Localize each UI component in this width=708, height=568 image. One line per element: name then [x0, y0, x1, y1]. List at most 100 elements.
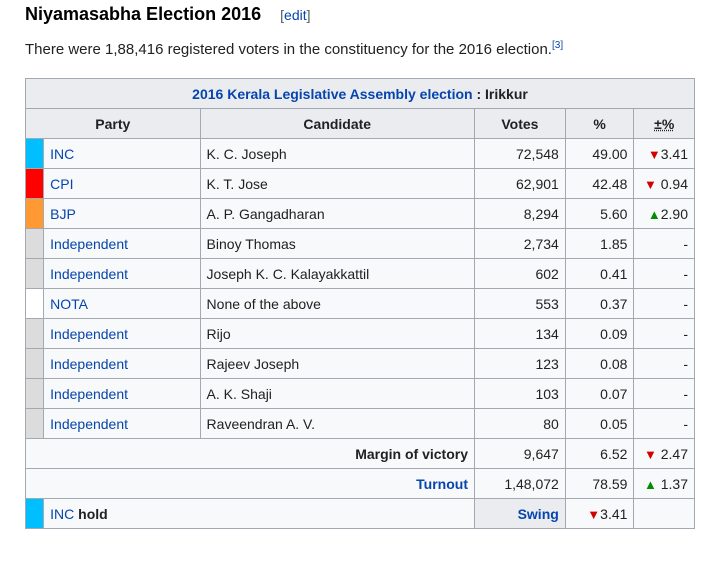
party-color-swatch — [24, 198, 45, 229]
party-link[interactable]: CPI — [50, 175, 74, 192]
margin-row: Margin of victory 9,647 6.52 ▼ 2.47 — [25, 438, 695, 469]
party-link[interactable]: Independent — [50, 325, 129, 342]
table-caption: 2016 Kerala Legislative Assembly electio… — [25, 78, 695, 109]
votes-cell: 2,734 — [474, 228, 566, 259]
votes-cell: 134 — [474, 318, 566, 349]
intro-paragraph: There were 1,88,416 registered voters in… — [25, 40, 563, 58]
party-color-swatch — [24, 138, 45, 169]
turnout-link[interactable]: Turnout — [416, 475, 468, 492]
change-cell: ▲2.90 — [633, 198, 695, 229]
party-link[interactable]: NOTA — [50, 295, 89, 312]
header-change: ±% — [633, 108, 695, 139]
party-link[interactable]: Independent — [50, 235, 129, 252]
candidate-cell: Rijo — [199, 318, 476, 349]
party-color-swatch — [24, 288, 45, 319]
change-cell: - — [633, 348, 695, 379]
margin-change: ▼ 2.47 — [633, 438, 695, 469]
table-row: BJP A. P. Gangadharan 8,294 5.60 ▲2.90 — [24, 198, 695, 229]
party-color-swatch — [24, 228, 45, 259]
votes-cell: 72,548 — [474, 138, 566, 169]
down-arrow-icon: ▼ — [643, 176, 657, 192]
percent-cell: 0.05 — [564, 408, 635, 439]
party-cell: Independent — [43, 348, 201, 379]
candidate-cell: A. P. Gangadharan — [199, 198, 476, 229]
change-cell: - — [633, 258, 695, 289]
edit-link[interactable]: edit — [284, 7, 307, 23]
margin-votes: 9,647 — [474, 438, 566, 469]
party-cell: INC — [43, 138, 201, 169]
table-row: Independent Binoy Thomas 2,734 1.85- — [24, 228, 695, 259]
table-row: Independent A. K. Shaji 103 0.07- — [24, 378, 695, 409]
swing-value: ▼3.41 — [564, 498, 635, 529]
party-link[interactable]: INC — [50, 145, 75, 162]
candidate-cell: K. C. Joseph — [199, 138, 476, 169]
election-link[interactable]: 2016 Kerala Legislative Assembly electio… — [192, 85, 473, 102]
percent-cell: 1.85 — [564, 228, 635, 259]
swing-link[interactable]: Swing — [517, 505, 559, 522]
party-cell: Independent — [43, 408, 201, 439]
party-color-swatch — [24, 378, 45, 409]
party-color-swatch — [24, 258, 45, 289]
table-row: CPI K. T. Jose 62,901 42.48 ▼ 0.94 — [24, 168, 695, 199]
table-row: NOTA None of the above 553 0.37- — [24, 288, 695, 319]
hold-party-link[interactable]: INC — [50, 505, 75, 522]
header-votes: Votes — [474, 108, 566, 139]
party-cell: Independent — [43, 228, 201, 259]
votes-cell: 103 — [474, 378, 566, 409]
candidate-cell: Binoy Thomas — [199, 228, 476, 259]
percent-cell: 49.00 — [564, 138, 635, 169]
reference-link[interactable]: [3] — [551, 40, 564, 51]
votes-cell: 123 — [474, 348, 566, 379]
party-cell: NOTA — [43, 288, 201, 319]
change-cell: - — [633, 228, 695, 259]
change-cell: - — [633, 378, 695, 409]
percent-cell: 42.48 — [564, 168, 635, 199]
header-party: Party — [25, 108, 201, 139]
table-caption-row: 2016 Kerala Legislative Assembly electio… — [25, 78, 695, 109]
party-cell: Independent — [43, 318, 201, 349]
header-candidate: Candidate — [199, 108, 476, 139]
up-arrow-icon: ▲ — [647, 206, 661, 222]
candidate-cell: None of the above — [199, 288, 476, 319]
swing-cell: Swing — [474, 498, 566, 529]
party-link[interactable]: BJP — [50, 205, 76, 222]
party-cell: BJP — [43, 198, 201, 229]
table-row: Independent Rajeev Joseph 123 0.08- — [24, 348, 695, 379]
hold-word: hold — [74, 505, 108, 522]
edit-section: [edit] — [280, 7, 311, 23]
intro-text: There were 1,88,416 registered voters in… — [25, 41, 552, 58]
candidate-cell: Raveendran A. V. — [199, 408, 476, 439]
change-cell: ▼3.41 — [633, 138, 695, 169]
turnout-row: Turnout 1,48,072 78.59 ▲ 1.37 — [25, 468, 695, 499]
header-percent: % — [564, 108, 635, 139]
turnout-cell: Turnout — [25, 468, 475, 499]
party-link[interactable]: Independent — [50, 415, 129, 432]
change-cell: - — [633, 408, 695, 439]
table-header-row: Party Candidate Votes % ±% — [25, 108, 695, 139]
turnout-percent: 78.59 — [564, 468, 635, 499]
percent-cell: 5.60 — [564, 198, 635, 229]
section-heading: Niyamasabha Election 2016 [edit] — [25, 4, 311, 25]
candidate-cell: K. T. Jose — [199, 168, 476, 199]
change-cell: ▼ 0.94 — [633, 168, 695, 199]
section-title: Niyamasabha Election 2016 — [25, 4, 262, 24]
party-link[interactable]: Independent — [50, 265, 129, 282]
party-link[interactable]: Independent — [50, 355, 129, 372]
margin-percent: 6.52 — [564, 438, 635, 469]
down-arrow-icon: ▼ — [647, 146, 661, 162]
party-link[interactable]: Independent — [50, 385, 129, 402]
party-color-swatch — [24, 498, 45, 529]
table-row: Independent Raveendran A. V. 80 0.05- — [24, 408, 695, 439]
table-row: INC K. C. Joseph 72,548 49.00 ▼3.41 — [24, 138, 695, 169]
election-results-table: 2016 Kerala Legislative Assembly electio… — [24, 78, 695, 529]
margin-label: Margin of victory — [25, 438, 475, 469]
turnout-change: ▲ 1.37 — [633, 468, 695, 499]
votes-cell: 80 — [474, 408, 566, 439]
percent-cell: 0.09 — [564, 318, 635, 349]
table-row: Independent Joseph K. C. Kalayakkattil 602… — [24, 258, 695, 289]
candidate-cell: A. K. Shaji — [199, 378, 476, 409]
empty-cell — [633, 498, 695, 529]
party-cell: Independent — [43, 258, 201, 289]
change-cell: - — [633, 288, 695, 319]
votes-cell: 62,901 — [474, 168, 566, 199]
